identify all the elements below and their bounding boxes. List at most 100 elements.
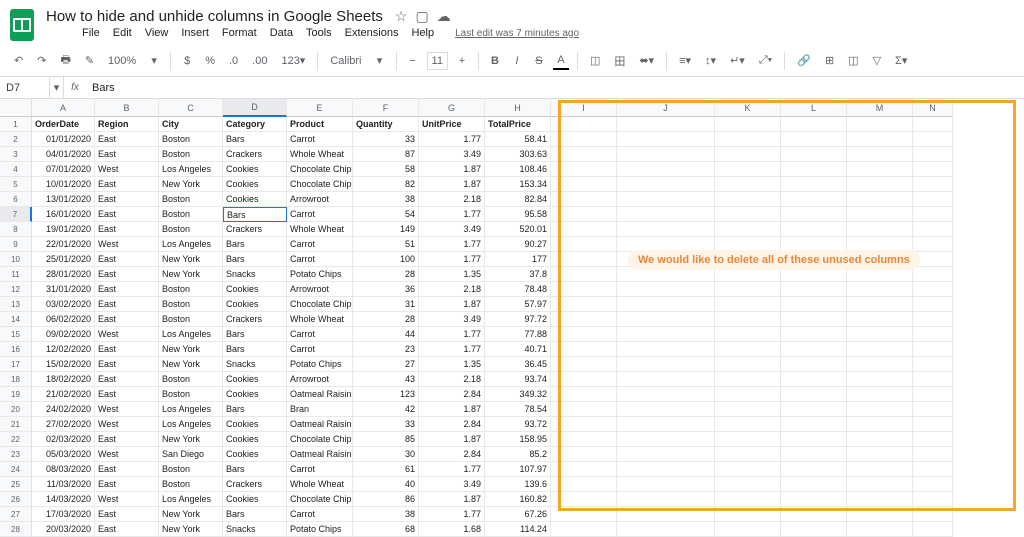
name-box[interactable]: D7: [0, 77, 50, 98]
cell[interactable]: [781, 342, 847, 357]
cell[interactable]: [551, 447, 617, 462]
star-icon[interactable]: ☆: [395, 8, 408, 25]
cell[interactable]: 160.82: [485, 492, 551, 507]
cell[interactable]: [913, 222, 953, 237]
cell[interactable]: [913, 387, 953, 402]
cloud-icon[interactable]: ☁: [437, 8, 451, 25]
cell[interactable]: [617, 132, 715, 147]
cell[interactable]: 38: [353, 192, 419, 207]
cell[interactable]: UnitPrice: [419, 117, 485, 132]
cell[interactable]: 33: [353, 132, 419, 147]
functions-button[interactable]: Σ▾: [891, 52, 911, 69]
cell[interactable]: [847, 132, 913, 147]
cell[interactable]: East: [95, 342, 159, 357]
cell[interactable]: 1.77: [419, 132, 485, 147]
cell[interactable]: 09/02/2020: [32, 327, 95, 342]
cell[interactable]: [913, 207, 953, 222]
cell[interactable]: [715, 327, 781, 342]
rowhdr-25[interactable]: 25: [0, 477, 32, 492]
cell[interactable]: [551, 342, 617, 357]
cell[interactable]: Los Angeles: [159, 237, 223, 252]
cell[interactable]: 36.45: [485, 357, 551, 372]
rowhdr-19[interactable]: 19: [0, 387, 32, 402]
cell[interactable]: 07/01/2020: [32, 162, 95, 177]
cell[interactable]: Boston: [159, 312, 223, 327]
rowhdr-11[interactable]: 11: [0, 267, 32, 282]
cell[interactable]: [847, 432, 913, 447]
cell[interactable]: 95.58: [485, 207, 551, 222]
chevron-down-icon[interactable]: ▾: [146, 52, 162, 69]
cell[interactable]: [913, 447, 953, 462]
cell[interactable]: 17/03/2020: [32, 507, 95, 522]
cell[interactable]: Carrot: [287, 207, 353, 222]
cell[interactable]: [715, 147, 781, 162]
cell[interactable]: 25/01/2020: [32, 252, 95, 267]
cell[interactable]: [913, 507, 953, 522]
cell[interactable]: East: [95, 177, 159, 192]
rowhdr-3[interactable]: 3: [0, 147, 32, 162]
cell[interactable]: [847, 387, 913, 402]
cell[interactable]: 21/02/2020: [32, 387, 95, 402]
cell[interactable]: 31/01/2020: [32, 282, 95, 297]
menu-data[interactable]: Data: [270, 27, 293, 39]
cell[interactable]: [715, 447, 781, 462]
cell[interactable]: [781, 132, 847, 147]
cell[interactable]: [551, 522, 617, 537]
cell[interactable]: 153.34: [485, 177, 551, 192]
cell[interactable]: West: [95, 237, 159, 252]
cell[interactable]: [781, 522, 847, 537]
colhdr-A[interactable]: A: [32, 99, 95, 117]
rowhdr-7[interactable]: 7: [0, 207, 32, 222]
cell[interactable]: [847, 192, 913, 207]
cell[interactable]: [715, 192, 781, 207]
cell[interactable]: 14/03/2020: [32, 492, 95, 507]
cell[interactable]: Cookies: [223, 192, 287, 207]
cell[interactable]: West: [95, 162, 159, 177]
cell[interactable]: West: [95, 447, 159, 462]
cell[interactable]: [617, 222, 715, 237]
currency-button[interactable]: $: [179, 53, 195, 69]
cell[interactable]: [847, 162, 913, 177]
cell[interactable]: [847, 297, 913, 312]
cell[interactable]: 38: [353, 507, 419, 522]
cell[interactable]: 1.87: [419, 162, 485, 177]
cell[interactable]: [715, 162, 781, 177]
cell[interactable]: Quantity: [353, 117, 419, 132]
wrap-button[interactable]: ↵▾: [726, 52, 749, 69]
cell[interactable]: 86: [353, 492, 419, 507]
rowhdr-27[interactable]: 27: [0, 507, 32, 522]
menu-help[interactable]: Help: [411, 27, 434, 39]
cell[interactable]: [617, 477, 715, 492]
cell[interactable]: [847, 117, 913, 132]
cell[interactable]: [913, 147, 953, 162]
sheets-logo-icon[interactable]: [10, 9, 34, 41]
fontsize-increase[interactable]: +: [454, 53, 470, 69]
cell[interactable]: [913, 417, 953, 432]
cell[interactable]: 42: [353, 402, 419, 417]
rowhdr-4[interactable]: 4: [0, 162, 32, 177]
cell[interactable]: [913, 477, 953, 492]
cell[interactable]: West: [95, 417, 159, 432]
cell[interactable]: 18/02/2020: [32, 372, 95, 387]
rowhdr-6[interactable]: 6: [0, 192, 32, 207]
cell[interactable]: 2.84: [419, 447, 485, 462]
cell[interactable]: Cookies: [223, 387, 287, 402]
cell[interactable]: Category: [223, 117, 287, 132]
cell[interactable]: 04/01/2020: [32, 147, 95, 162]
print-button[interactable]: 🖶: [56, 49, 74, 72]
cell[interactable]: 114.24: [485, 522, 551, 537]
doc-title[interactable]: How to hide and unhide columns in Google…: [42, 6, 387, 27]
cell[interactable]: 03/02/2020: [32, 297, 95, 312]
cell[interactable]: [617, 162, 715, 177]
cell[interactable]: 1.77: [419, 327, 485, 342]
cell[interactable]: [847, 477, 913, 492]
chevron-down-icon[interactable]: ▾: [372, 52, 388, 69]
cell[interactable]: Chocolate Chip: [287, 162, 353, 177]
cell[interactable]: [715, 507, 781, 522]
rowhdr-17[interactable]: 17: [0, 357, 32, 372]
cell[interactable]: Crackers: [223, 222, 287, 237]
cell[interactable]: 1.87: [419, 432, 485, 447]
cell[interactable]: [781, 387, 847, 402]
link-button[interactable]: 🔗: [793, 52, 815, 69]
menu-view[interactable]: View: [145, 27, 169, 39]
